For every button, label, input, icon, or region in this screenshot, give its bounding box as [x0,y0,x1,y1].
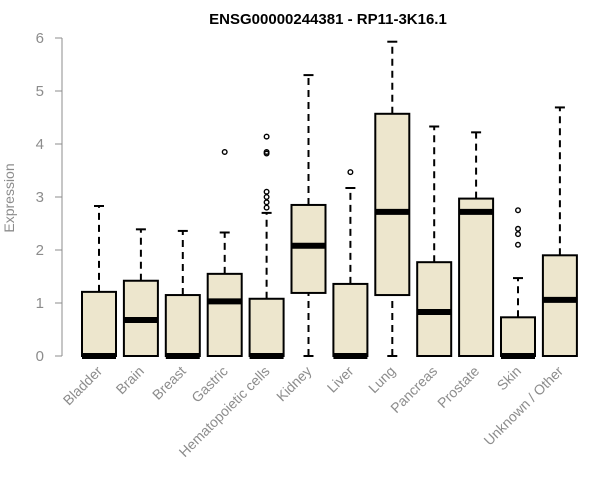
outlier-point [263,133,270,140]
box-body [458,197,495,357]
outlier-point [221,148,228,155]
y-tick-label: 4 [36,136,44,153]
y-tick-label: 6 [36,30,44,47]
outlier-point [515,241,522,248]
box-body [164,294,201,357]
x-tick-label: Lung [365,363,398,396]
x-tick-label: Skin [494,363,525,394]
y-tick-label: 1 [36,295,44,312]
outlier-point [263,193,270,200]
y-tick-label: 3 [36,189,44,206]
chart-title: ENSG00000244381 - RP11-3K16.1 [209,11,447,28]
box-prostate [458,131,495,357]
x-tick-label: Prostate [434,363,482,411]
box-pancreas [416,125,453,357]
box-breast [164,229,201,359]
box-body [500,316,536,357]
x-tick-label: Kidney [273,363,315,405]
box-body [248,297,285,358]
x-tick-label: Brain [113,363,147,397]
box-series [81,40,578,359]
x-tick-label: Liver [324,363,357,396]
outlier-point [515,231,522,238]
x-tick-label: Bladder [60,363,106,409]
box-body [290,203,327,294]
x-tick-label: Breast [149,363,189,403]
outlier-point [515,207,522,214]
outlier-point [263,204,270,211]
outlier-point [263,148,270,155]
box-brain [122,228,159,357]
outlier-point [263,188,270,195]
box-bladder [81,205,117,359]
y-axis-label: Expression [1,163,17,232]
box-body [206,272,243,358]
box-liver [332,169,369,359]
box-body [332,282,369,358]
box-body [81,290,117,357]
box-gastric [206,148,243,358]
y-tick-label: 0 [36,348,44,365]
box-skin [500,207,536,359]
box-body [541,254,578,357]
x-tick-label: Unknown / Other [480,363,566,449]
y-tick-label: 5 [36,83,44,100]
outlier-point [515,225,522,232]
box-hematopoietic-cells [248,133,285,359]
outlier-point [263,199,270,206]
box-kidney [290,74,327,357]
y-axis: 0 1 2 3 4 5 6 [36,30,63,365]
box-lung [374,40,411,357]
box-body [374,112,411,297]
outlier-point [347,169,354,176]
x-tick-label: Pancreas [387,363,440,416]
y-tick-label: 2 [36,242,44,259]
box-unknown-other [541,106,578,357]
